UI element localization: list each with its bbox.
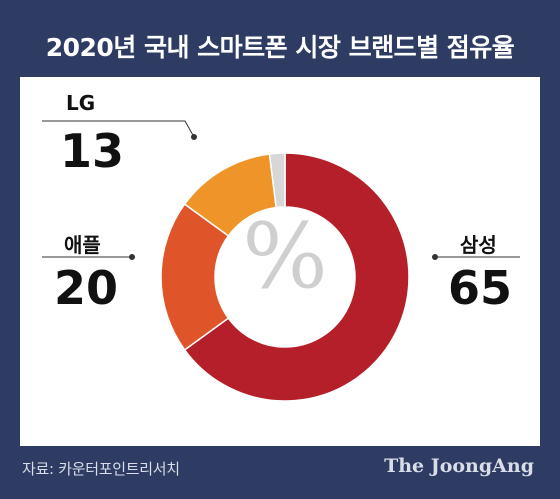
donut-chart: % <box>42 120 520 402</box>
leader-dot-lg <box>191 134 197 140</box>
label-value-samsung: 65 <box>448 261 513 315</box>
label-name-samsung: 삼성 <box>460 233 497 257</box>
label-name-lg: LG <box>66 91 96 115</box>
leader-dot-samsung <box>432 254 438 260</box>
chart-card: % LG 13 애플 20 삼성 65 <box>20 77 540 446</box>
label-name-apple: 애플 <box>64 233 101 257</box>
donut-slice-0 <box>183 152 410 402</box>
label-value-lg: 13 <box>60 124 125 178</box>
publisher-brand: The JoongAng <box>384 455 534 477</box>
center-percent-symbol: % <box>242 204 328 309</box>
label-value-apple: 20 <box>54 261 119 315</box>
leader-line-lg <box>42 120 195 138</box>
chart-title: 2020년 국내 스마트폰 시장 브랜드별 점유율 <box>45 33 515 62</box>
leader-dot-apple <box>129 254 135 260</box>
donut-slice-3 <box>268 152 286 209</box>
source-text: 자료: 카운터포인트리서치 <box>22 460 180 478</box>
